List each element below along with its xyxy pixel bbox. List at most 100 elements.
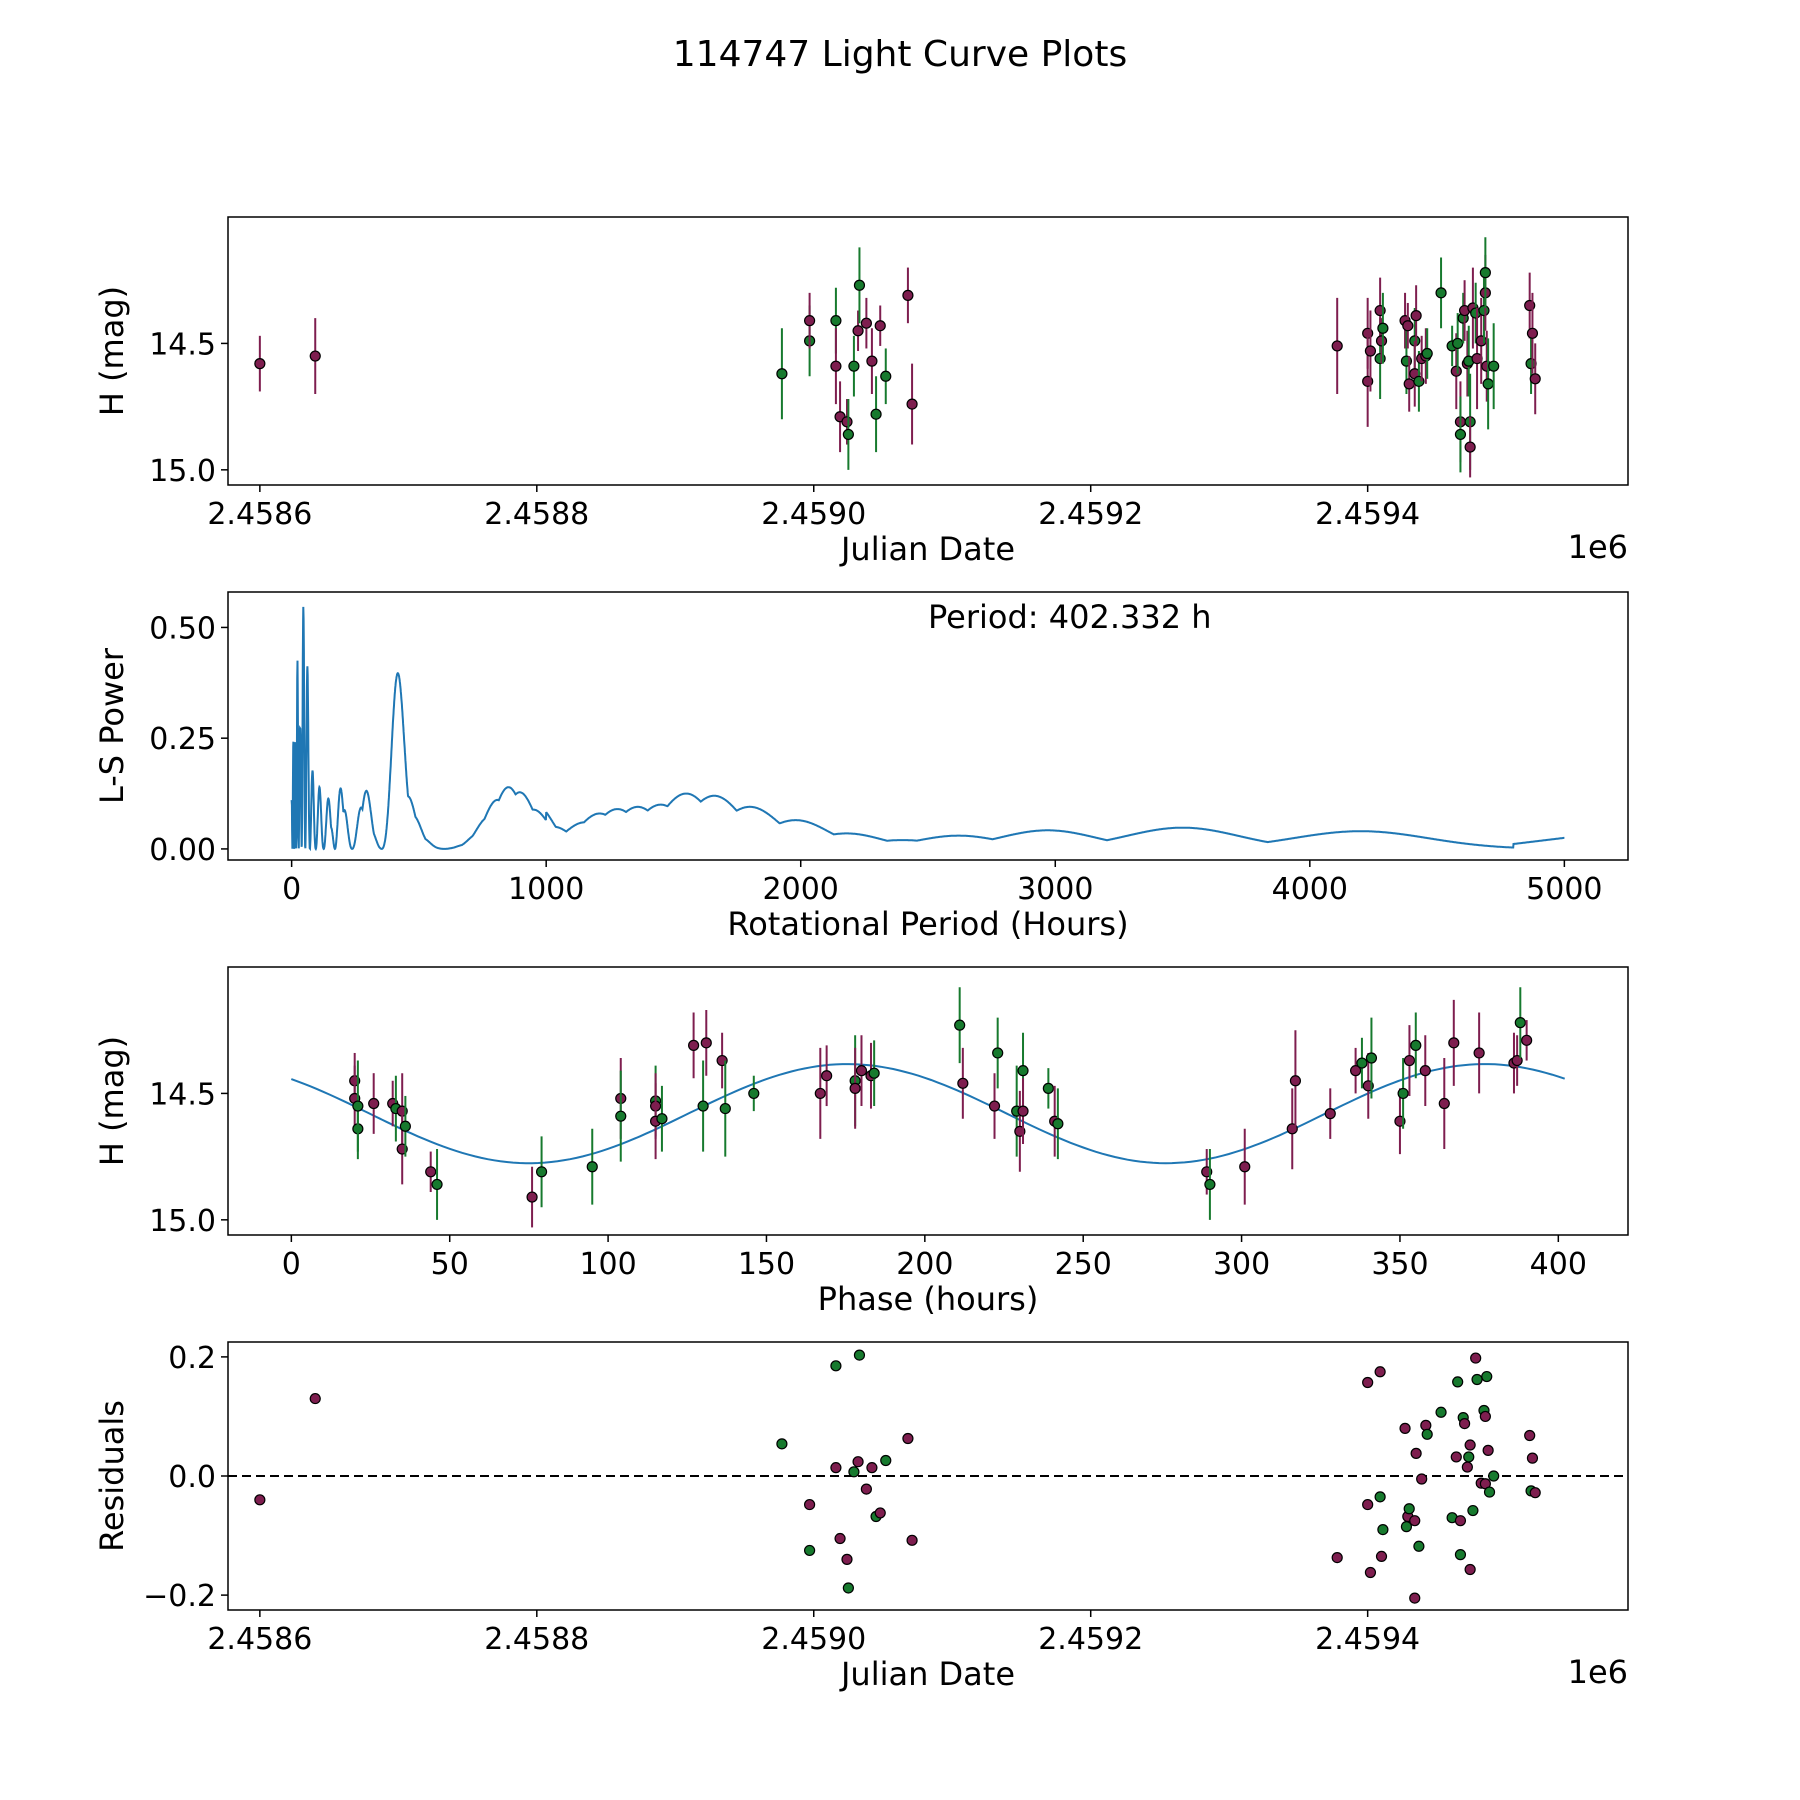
data-point [1324,1108,1336,1120]
x-tick-label: 50 [431,1247,469,1282]
x-tick-label: 2.4592 [1038,1622,1143,1657]
y-tick-label: 15.0 [149,454,216,489]
data-point [804,315,816,327]
x-tick-label: 2.4590 [761,497,866,532]
x-tick-label: 150 [738,1247,795,1282]
data-point [1458,1417,1471,1430]
data-point [688,1039,700,1051]
x-tick-label: 0 [282,872,301,907]
x-axis-label: Julian Date [839,530,1015,568]
data-point [804,1498,816,1511]
data-point [1448,1037,1460,1049]
data-point [615,1110,627,1122]
data-point [906,398,918,410]
data-point [870,408,882,420]
axes-frame [227,216,1629,486]
data-point [1461,1461,1473,1473]
data-point [842,428,854,441]
x-axis-label: Julian Date [839,1655,1015,1693]
data-point [1362,1498,1374,1511]
y-tick-label: 14.5 [149,327,216,362]
data-point [821,1070,833,1082]
data-point [1374,1491,1386,1503]
data-point [853,1349,866,1361]
data-point [880,370,892,382]
data-point [1397,1087,1409,1100]
data-point [1052,1118,1064,1130]
data-point [852,1456,864,1468]
data-point [368,1097,380,1110]
data-point [849,1082,861,1094]
data-point [1479,267,1491,279]
data-point [1239,1161,1251,1173]
data-point [656,1113,668,1125]
x-offset-label: 1e6 [1568,1653,1628,1691]
data-point [988,1100,1001,1112]
data-point [1438,1097,1450,1110]
y-tick-label: 0.25 [149,722,216,757]
data-point [1450,365,1462,377]
data-point [855,1065,868,1077]
data-point [902,289,914,301]
x-tick-label: 2.4594 [1315,1622,1420,1657]
data-point [1375,335,1388,347]
data-point [1403,1503,1415,1515]
data-point [866,1462,878,1474]
panel-residuals: 2.4586 2.4588 2.4590 2.4592 2.4594 0.2 0.0 −0.2… [93,1341,1629,1693]
data-point [1331,340,1343,352]
data-point [814,1087,826,1100]
data-point [1483,1486,1496,1498]
panel-periodogram: 0 1000 2000 3000 4000 5000 0.00 0.25 0.50 Rotatio… [93,591,1629,943]
data-point [1464,441,1476,453]
x-tick-label: 300 [1213,1247,1270,1282]
fit-curve [290,1063,1566,1165]
data-point [1454,428,1467,441]
data-point [1350,1065,1362,1077]
x-tick-label: 250 [1055,1247,1112,1282]
y-tick-label: 0.00 [149,833,216,868]
data-point [1403,1054,1416,1067]
panel-phase-folded: 0 50 100 150 200 250 300 350 400 15.0 14.5 Phase (h… [93,966,1629,1318]
axes-frame [227,591,1629,861]
data-point [719,1102,731,1115]
data-point [874,320,886,332]
data-point [1482,378,1494,390]
data-point [1454,1549,1467,1561]
data-point [586,1161,598,1173]
axes-frame [227,966,1629,1236]
data-point [1289,1075,1302,1087]
data-point [1331,1551,1343,1564]
y-tick-label: 0.2 [168,1341,216,1376]
data-point [1410,310,1422,322]
x-tick-label: 200 [896,1247,953,1282]
data-point [1410,1447,1422,1459]
data-point [1377,322,1389,334]
data-point [431,1178,443,1191]
data-point [954,1019,966,1031]
data-point [748,1087,760,1100]
data-point [804,1544,816,1557]
data-point [1435,1406,1447,1418]
y-axis-label: Residuals [93,1400,131,1552]
data-point [1409,1592,1421,1604]
data-point [352,1100,364,1112]
y-axis-label: H (mag) [93,286,131,416]
data-point [830,360,842,372]
data-point [841,416,853,428]
data-point [1409,1515,1421,1527]
x-tick-label: 2.4594 [1315,497,1420,532]
x-tick-label: 2.4588 [484,497,589,532]
data-point [868,1067,880,1079]
data-point [776,368,788,380]
period-annotation: Period: 402.332 h [928,598,1212,636]
data-point [697,1100,709,1112]
data-point [1364,345,1377,357]
x-tick-label: 5000 [1526,872,1602,907]
data-point [830,1360,842,1372]
data-point [1410,1039,1422,1051]
data-point [1413,1540,1425,1552]
data-point [1204,1178,1216,1191]
data-point [309,350,321,362]
data-point [700,1037,712,1049]
